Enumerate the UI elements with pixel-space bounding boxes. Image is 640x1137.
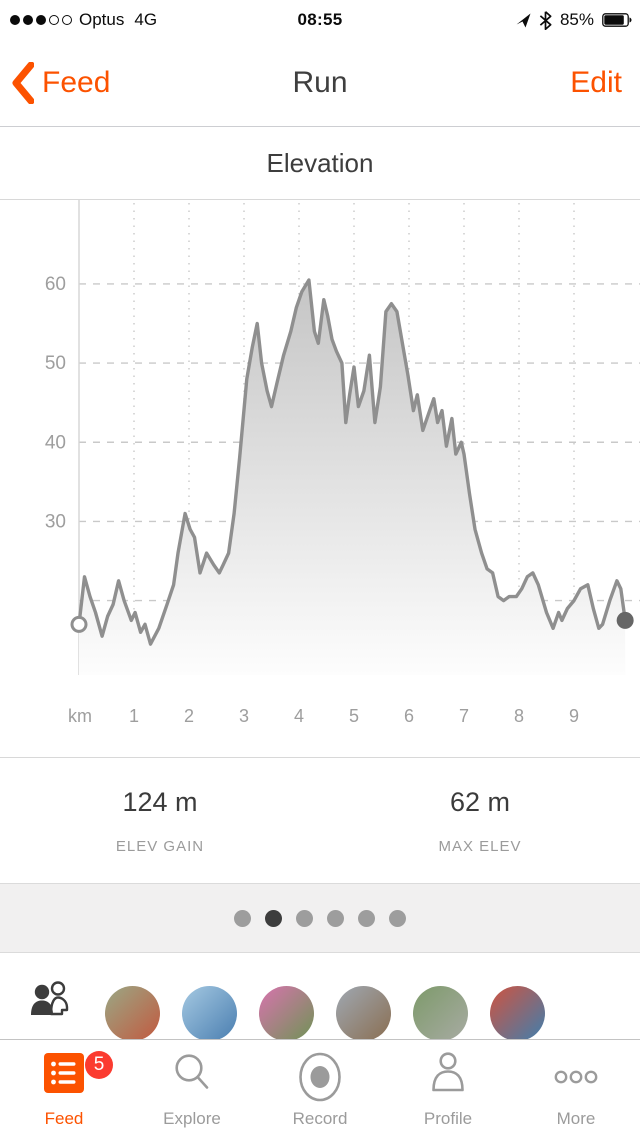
tab-more-label: More bbox=[556, 1109, 596, 1128]
tab-explore-label: Explore bbox=[163, 1109, 221, 1128]
tab-record-label: Record bbox=[292, 1109, 348, 1128]
feed-list-icon bbox=[44, 1053, 84, 1093]
svg-text:50: 50 bbox=[45, 353, 66, 374]
signal-dot bbox=[62, 15, 72, 25]
max-elev-value: 62 m bbox=[449, 787, 511, 817]
tab-bar: 5 Feed Explore Record Profile More bbox=[0, 1039, 640, 1137]
chart-start-marker bbox=[70, 615, 88, 633]
tab-more-label-4: Profile bbox=[423, 1109, 473, 1128]
record-icon bbox=[299, 1052, 341, 1102]
x-axis-tick-label: 2 bbox=[183, 706, 195, 726]
elev-gain-value: 124 m bbox=[122, 787, 198, 817]
page-dot[interactable] bbox=[358, 909, 375, 927]
svg-text:60: 60 bbox=[45, 274, 66, 295]
x-axis-tick-label: 9 bbox=[568, 706, 580, 726]
bluetooth-icon bbox=[539, 10, 552, 30]
chevron-left-icon bbox=[12, 62, 34, 104]
edit-button[interactable]: Edit bbox=[570, 66, 622, 99]
battery-icon bbox=[602, 13, 632, 27]
stat-max-elev: 62 m MAX ELEV bbox=[320, 757, 640, 883]
x-axis-unit-label: km bbox=[68, 706, 92, 726]
status-clock: 08:55 bbox=[297, 10, 343, 29]
page-dot[interactable] bbox=[234, 909, 251, 927]
tab-record[interactable]: Record bbox=[256, 1040, 384, 1137]
athlete-avatar[interactable] bbox=[258, 986, 314, 1039]
stat-elev-gain: 124 m ELEV GAIN bbox=[0, 757, 320, 883]
group-icon bbox=[31, 981, 69, 1016]
athlete-avatar[interactable] bbox=[489, 986, 545, 1039]
page-dot-active[interactable] bbox=[265, 909, 282, 927]
x-axis-tick-label: 6 bbox=[403, 706, 415, 726]
athlete-avatar[interactable] bbox=[104, 986, 160, 1039]
social-row bbox=[0, 953, 640, 1039]
page-dot[interactable] bbox=[389, 909, 406, 927]
chart-end-marker bbox=[616, 611, 634, 629]
stats-row: 124 m ELEV GAIN 62 m MAX ELEV bbox=[0, 757, 640, 883]
back-button[interactable]: Feed bbox=[12, 62, 110, 104]
page-indicator[interactable] bbox=[0, 883, 640, 953]
signal-strength-icon bbox=[10, 15, 72, 25]
nav-bar: Feed Run Edit bbox=[0, 40, 640, 127]
page-dot[interactable] bbox=[327, 909, 344, 927]
x-axis-tick-label: 4 bbox=[293, 706, 305, 726]
x-axis-tick-label: 5 bbox=[348, 706, 360, 726]
signal-dot bbox=[36, 15, 46, 25]
tab-feed-label: Feed bbox=[44, 1109, 84, 1128]
network-type-label: 4G bbox=[134, 10, 158, 29]
x-axis-tick-label: 1 bbox=[128, 706, 140, 726]
elev-gain-label: ELEV GAIN bbox=[115, 838, 205, 855]
feed-badge: 5 bbox=[85, 1051, 113, 1079]
profile-icon bbox=[432, 1052, 464, 1092]
athlete-avatar[interactable] bbox=[412, 986, 468, 1039]
more-icon bbox=[554, 1070, 598, 1084]
battery-percent-label: 85% bbox=[559, 10, 594, 29]
location-arrow-icon bbox=[516, 13, 531, 27]
status-bar: Optus 4G 08:55 85% bbox=[0, 0, 640, 40]
elevation-chart-svg: 60 50 40 30 bbox=[45, 200, 640, 675]
x-axis-tick-label: 3 bbox=[238, 706, 250, 726]
tab-feed[interactable]: 5 Feed bbox=[0, 1040, 128, 1137]
signal-dot bbox=[10, 15, 20, 25]
section-header: Elevation bbox=[0, 127, 640, 200]
x-axis-tick-label: 7 bbox=[458, 706, 470, 726]
max-elev-label: MAX ELEV bbox=[438, 838, 522, 855]
signal-dot bbox=[49, 15, 59, 25]
search-icon bbox=[175, 1054, 209, 1089]
elevation-chart[interactable]: 60 50 40 30 bbox=[0, 200, 640, 675]
athlete-avatar[interactable] bbox=[335, 986, 391, 1039]
page-dot[interactable] bbox=[296, 909, 313, 927]
back-button-label: Feed bbox=[42, 66, 111, 99]
section-title: Elevation bbox=[266, 147, 374, 178]
svg-text:30: 30 bbox=[45, 511, 66, 532]
tab-explore[interactable]: Explore bbox=[128, 1040, 256, 1137]
page-title: Run bbox=[292, 66, 348, 99]
signal-dot bbox=[23, 15, 33, 25]
carrier-label: Optus bbox=[79, 10, 125, 29]
athlete-avatar[interactable] bbox=[181, 986, 237, 1039]
svg-text:40: 40 bbox=[45, 432, 66, 453]
tab-profile[interactable]: Profile bbox=[384, 1040, 512, 1137]
x-axis-tick-label: 8 bbox=[513, 706, 525, 726]
tab-more[interactable]: More bbox=[512, 1040, 640, 1137]
chart-x-axis: km 1 2 3 4 5 6 7 8 9 bbox=[0, 675, 640, 758]
